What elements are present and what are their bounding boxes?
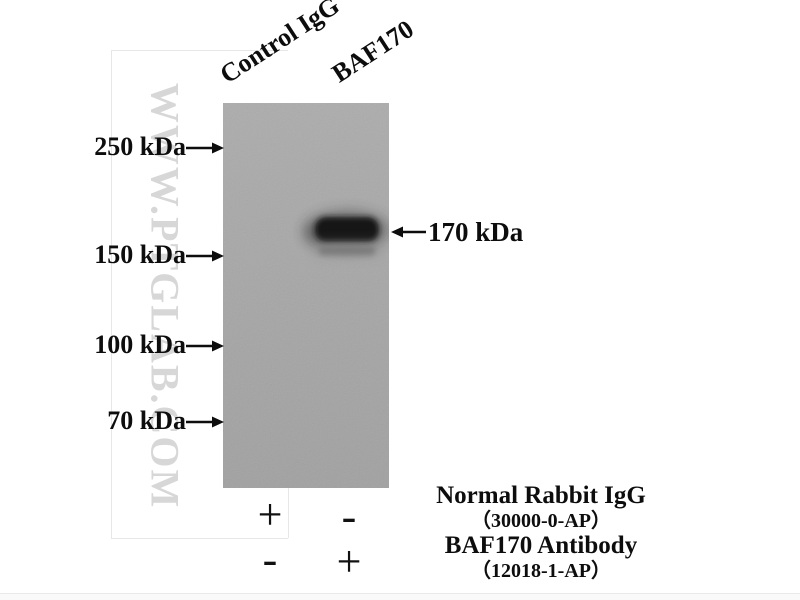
arrow-left-icon [391, 226, 426, 238]
arrow-right-icon [186, 340, 224, 352]
band-annotation-label: 170 kDa [428, 217, 524, 247]
treatment-sign-igg-lane2: - [341, 492, 357, 541]
arrow-right-icon [186, 250, 224, 262]
marker-label-70kda: 70 kDa [107, 406, 186, 435]
treatment-sign-igg-lane1: + [257, 490, 283, 539]
band-170kda [304, 210, 389, 250]
film-edge-left [111, 50, 112, 538]
arrow-right-icon [186, 416, 224, 428]
blot-membrane [223, 103, 389, 488]
reagent-catalog: （30000-0-AP） [471, 510, 611, 532]
reagent-name: Normal Rabbit IgG [436, 482, 646, 509]
marker-label-150kda: 150 kDa [94, 240, 186, 269]
reagent-name: BAF170 Antibody [444, 532, 638, 559]
treatment-sign-antibody-lane2: + [336, 537, 362, 586]
reagent-legend: Normal Rabbit IgG （30000-0-AP） BAF170 An… [410, 483, 672, 583]
film-edge-right [288, 488, 289, 538]
film-edge-top [111, 50, 288, 51]
marker-label-250kda: 250 kDa [94, 132, 186, 161]
marker-label-100kda: 100 kDa [94, 330, 186, 359]
lane-label-baf170: BAF170 [326, 14, 419, 89]
arrow-right-icon [186, 142, 224, 154]
film-edge-bottom [111, 538, 288, 539]
reagent-catalog: （12018-1-AP） [471, 560, 611, 582]
film-bottom-edge [0, 593, 800, 600]
lane-label-control-igg: Control IgG [214, 0, 345, 90]
band-170kda-faint [313, 242, 381, 257]
treatment-sign-antibody-lane1: - [262, 535, 278, 584]
